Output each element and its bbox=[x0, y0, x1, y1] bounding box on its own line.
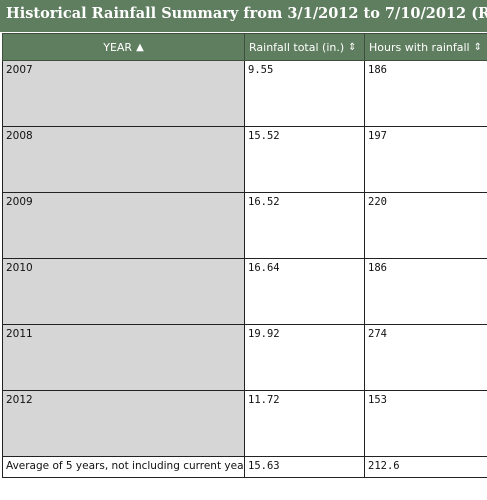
hours-cell: 186 bbox=[364, 60, 487, 127]
hours-cell: 220 bbox=[364, 192, 487, 259]
average-row: Average of 5 years, not including curren… bbox=[2, 456, 487, 478]
year-cell: 2011 bbox=[2, 324, 245, 391]
table-header-row: YEAR ▲ Rainfall total (in.) ⇕ Hours with r… bbox=[2, 33, 487, 61]
sort-both-icon[interactable]: ⇕ bbox=[348, 42, 357, 53]
rainfall-cell: 15.52 bbox=[244, 126, 365, 193]
sort-both-icon[interactable]: ⇕ bbox=[473, 42, 482, 53]
year-cell: 2010 bbox=[2, 258, 245, 325]
table-row: 2010 16.64 186 bbox=[2, 258, 487, 325]
year-header-label: YEAR bbox=[103, 40, 133, 54]
rainfall-header-label: Rainfall total (in.) bbox=[249, 40, 345, 54]
rainfall-table: YEAR ▲ Rainfall total (in.) ⇕ Hours with r… bbox=[2, 33, 487, 478]
year-cell: 2012 bbox=[2, 390, 245, 457]
table-row: 2009 16.52 220 bbox=[2, 192, 487, 259]
table-row: 2008 15.52 197 bbox=[2, 126, 487, 193]
rainfall-cell: 11.72 bbox=[244, 390, 365, 457]
hours-cell: 274 bbox=[364, 324, 487, 391]
report-title: Historical Rainfall Summary from 3/1/201… bbox=[0, 0, 487, 33]
hours-cell: 197 bbox=[364, 126, 487, 193]
table-row: 2012 11.72 153 bbox=[2, 390, 487, 457]
rainfall-cell: 9.55 bbox=[244, 60, 365, 127]
hours-header-label: Hours with rainfall bbox=[369, 40, 470, 54]
table-row: 2011 19.92 274 bbox=[2, 324, 487, 391]
rainfall-cell: 19.92 bbox=[244, 324, 365, 391]
average-label: Average of 5 years, not including curren… bbox=[2, 456, 245, 478]
year-cell: 2008 bbox=[2, 126, 245, 193]
hours-cell: 153 bbox=[364, 390, 487, 457]
year-cell: 2007 bbox=[2, 60, 245, 127]
sort-ascending-icon[interactable]: ▲ bbox=[136, 42, 144, 53]
year-column-header[interactable]: YEAR ▲ bbox=[2, 33, 245, 61]
average-rainfall-cell: 15.63 bbox=[244, 456, 365, 478]
year-cell: 2009 bbox=[2, 192, 245, 259]
rainfall-cell: 16.64 bbox=[244, 258, 365, 325]
average-hours-cell: 212.6 bbox=[364, 456, 487, 478]
hours-column-header[interactable]: Hours with rainfall ⇕ bbox=[364, 33, 487, 61]
rainfall-cell: 16.52 bbox=[244, 192, 365, 259]
hours-cell: 186 bbox=[364, 258, 487, 325]
table-row: 2007 9.55 186 bbox=[2, 60, 487, 127]
rainfall-column-header[interactable]: Rainfall total (in.) ⇕ bbox=[244, 33, 365, 61]
